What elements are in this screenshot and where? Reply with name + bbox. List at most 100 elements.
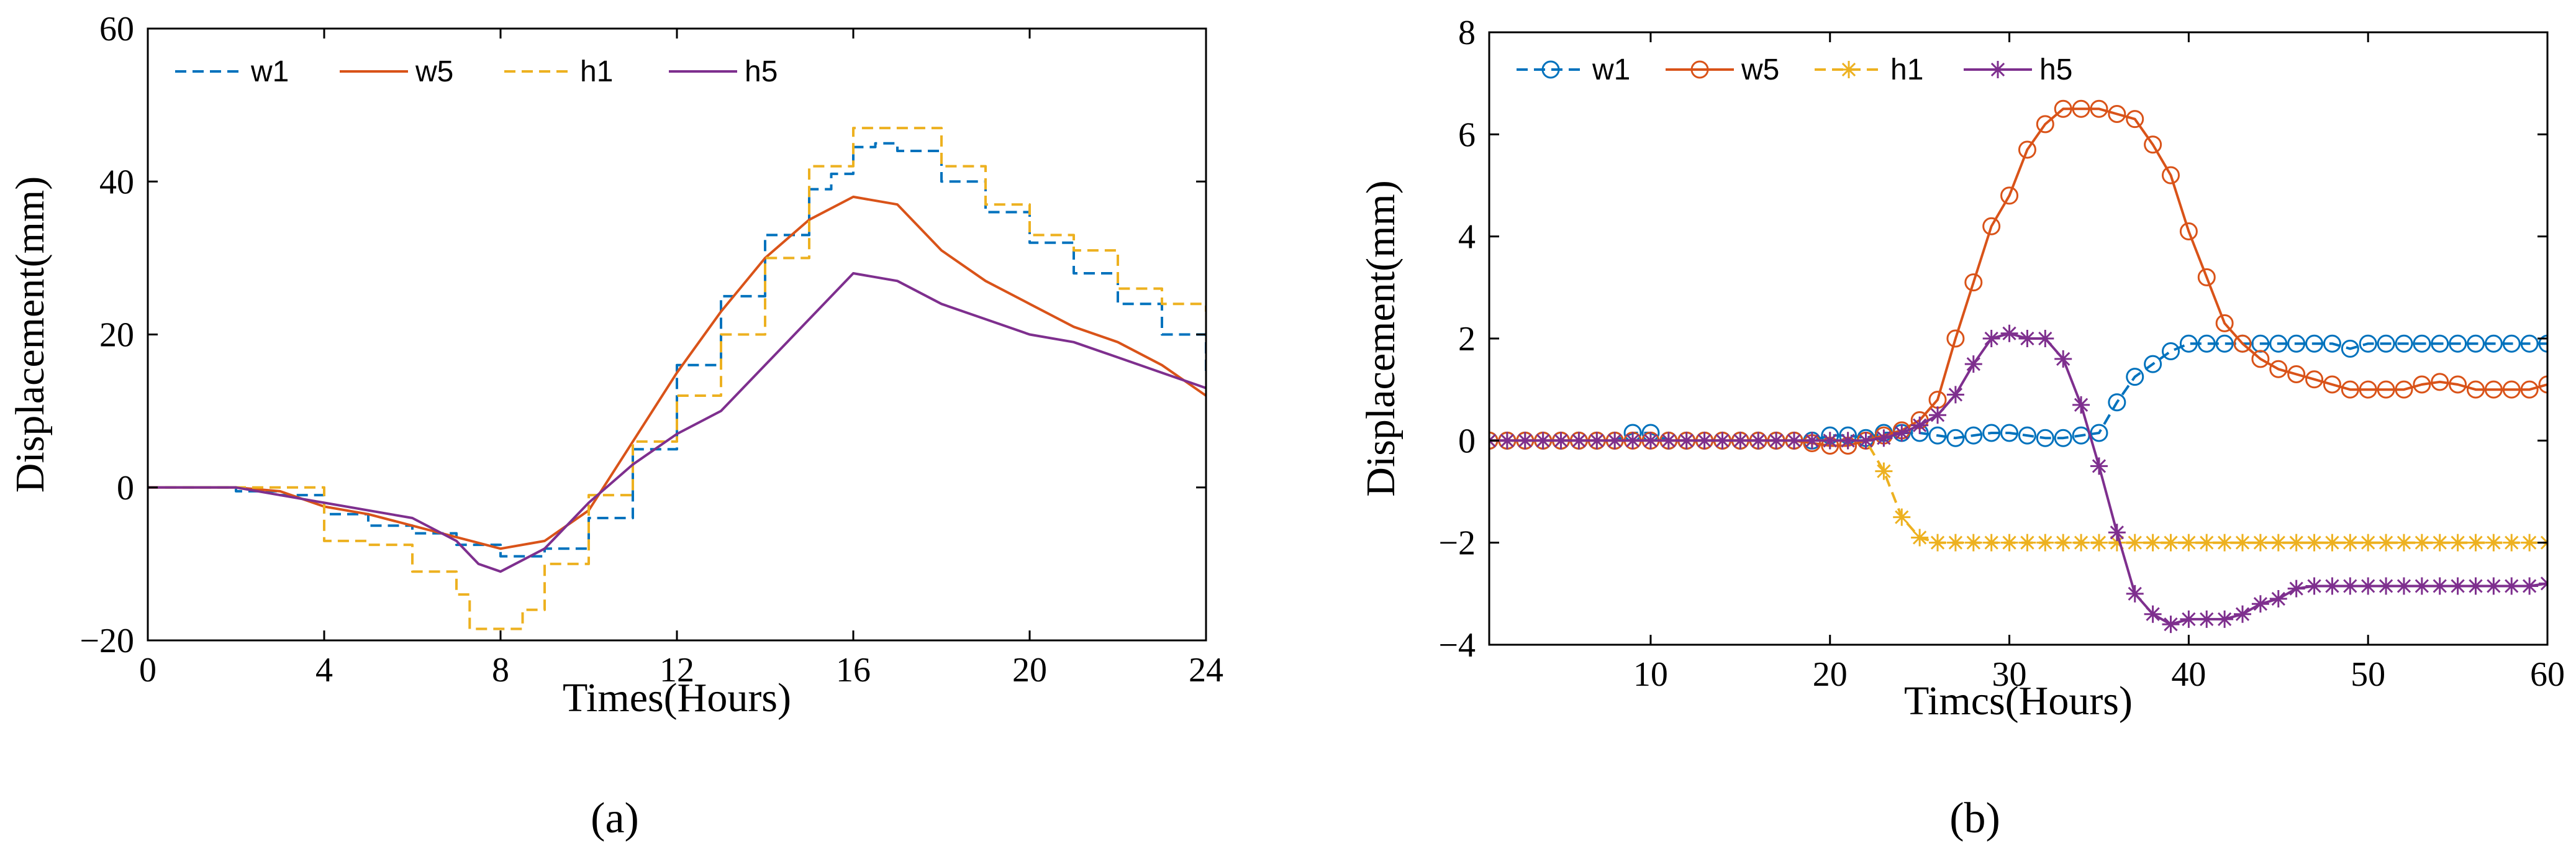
- data-point-w5: [2305, 370, 2324, 389]
- y-tick-label: 20: [99, 316, 134, 355]
- data-point-h1: [2000, 534, 2018, 552]
- data-point-h5: [2251, 595, 2269, 613]
- data-point-h5: [2126, 584, 2144, 603]
- data-point-h1: [2090, 534, 2108, 552]
- data-point-w5: [2179, 222, 2198, 240]
- data-point-h1: [1875, 462, 1893, 480]
- data-point-h5: [2485, 577, 2503, 595]
- series-line-w5: [148, 195, 1206, 550]
- y-axis-label: Displacement(mm): [1358, 180, 1404, 497]
- data-point-h5: [2323, 577, 2341, 595]
- data-point-h5: [2341, 577, 2359, 595]
- plot-area: [148, 29, 1206, 640]
- x-tick-label: 60: [2530, 655, 2565, 694]
- data-point-w5: [2126, 110, 2144, 129]
- data-point-w5: [2269, 360, 2288, 378]
- data-point-w5: [2000, 186, 2019, 205]
- chart-panel-a: 0 4 8 12 16 20 24−200204060Times(Hours)Displac…: [7, 10, 1223, 842]
- data-point-h5: [2198, 610, 2216, 628]
- series-group: [148, 127, 1206, 630]
- data-point-w5: [2197, 268, 2216, 286]
- data-point-w5: [2036, 115, 2054, 134]
- chart-panel-b: 10 20 30 40 50 60 −4 −2 0 2 4 6 8 Timcs(Hours) Displac…: [1358, 14, 2565, 842]
- data-point-w1: [2359, 334, 2377, 353]
- legend-marker-h1: [1840, 61, 1857, 78]
- y-axis-label: Displacement(mm): [7, 176, 53, 493]
- x-tick-label: 20: [1012, 651, 1047, 689]
- data-point-h1: [2323, 534, 2341, 552]
- data-point-h1: [2216, 534, 2234, 552]
- data-point-h1: [2251, 534, 2269, 552]
- x-tick-label: 12: [660, 651, 694, 689]
- data-point-w5: [1982, 217, 2001, 235]
- data-point-h1: [2287, 534, 2305, 552]
- data-point-w5: [2161, 166, 2180, 184]
- legend-label-w1: w1: [1592, 53, 1630, 86]
- series-line-w1: [1489, 342, 2547, 442]
- data-point-w1: [2341, 339, 2359, 358]
- data-point-h1: [1964, 534, 1982, 552]
- data-point-w5: [2484, 380, 2503, 399]
- x-tick-label: 50: [2351, 655, 2385, 694]
- data-point-h5: [2090, 457, 2108, 475]
- legend-marker-w1: [1541, 60, 1560, 79]
- data-point-h5: [1606, 432, 1624, 450]
- data-point-h5: [1803, 432, 1821, 450]
- y-tick-label: 60: [99, 10, 134, 48]
- y-tick-label: −2: [1438, 524, 1476, 563]
- data-point-h5: [2287, 580, 2305, 598]
- data-point-h1: [2413, 534, 2431, 552]
- data-point-w5: [2108, 104, 2126, 123]
- data-point-h5: [1821, 432, 1839, 450]
- data-point-h1: [1982, 534, 2000, 552]
- data-point-w1: [2090, 424, 2108, 442]
- data-point-w1: [2431, 334, 2449, 353]
- data-point-h1: [2162, 534, 2180, 552]
- data-point-h5: [2269, 590, 2287, 608]
- x-tick-label: 4: [315, 651, 333, 689]
- data-point-h5: [2018, 330, 2036, 347]
- data-point-h5: [1946, 386, 1964, 404]
- y-tick-label: −20: [79, 622, 134, 660]
- data-point-h5: [2449, 577, 2467, 595]
- data-point-w5: [2054, 99, 2072, 118]
- data-point-h5: [1713, 432, 1731, 450]
- y-tick-label: 0: [1458, 422, 1476, 460]
- data-point-w1: [1964, 426, 1983, 445]
- data-point-h5: [1552, 432, 1570, 450]
- data-point-w5: [2502, 380, 2521, 399]
- data-point-h1: [2449, 534, 2467, 552]
- data-point-h5: [1677, 432, 1695, 450]
- data-point-h5: [2467, 577, 2485, 595]
- data-point-w1: [1928, 426, 1947, 445]
- data-point-h5: [2036, 330, 2054, 347]
- data-point-h5: [1749, 432, 1767, 450]
- data-point-w1: [2377, 334, 2395, 353]
- data-point-w1: [1946, 429, 1965, 447]
- data-point-h1: [2180, 534, 2198, 552]
- x-tick-label: 8: [492, 651, 509, 689]
- data-point-h5: [1893, 424, 1911, 442]
- panel-caption: (a): [591, 794, 639, 842]
- data-point-h5: [2377, 577, 2395, 595]
- data-point-h1: [2126, 534, 2144, 552]
- legend-label-h5: h5: [745, 55, 778, 88]
- data-point-h1: [2521, 534, 2539, 552]
- data-point-w5: [2431, 373, 2449, 391]
- panel-caption: (b): [1949, 794, 2000, 842]
- data-point-h5: [2072, 396, 2090, 414]
- data-point-h5: [1624, 432, 1642, 450]
- data-point-h5: [2234, 605, 2252, 623]
- data-point-h5: [2413, 577, 2431, 595]
- plot-area: [1489, 32, 2547, 645]
- data-point-w1: [2036, 429, 2054, 447]
- x-tick-label: 24: [1189, 651, 1223, 689]
- data-point-h5: [1785, 432, 1803, 450]
- legend-label-h1: h1: [580, 55, 613, 88]
- data-point-h5: [1498, 432, 1516, 450]
- data-point-w5: [1964, 273, 1983, 292]
- data-point-w1: [1982, 424, 2001, 442]
- x-axis-label: Times(Hours): [563, 675, 791, 721]
- x-tick-label: 10: [1633, 655, 1668, 694]
